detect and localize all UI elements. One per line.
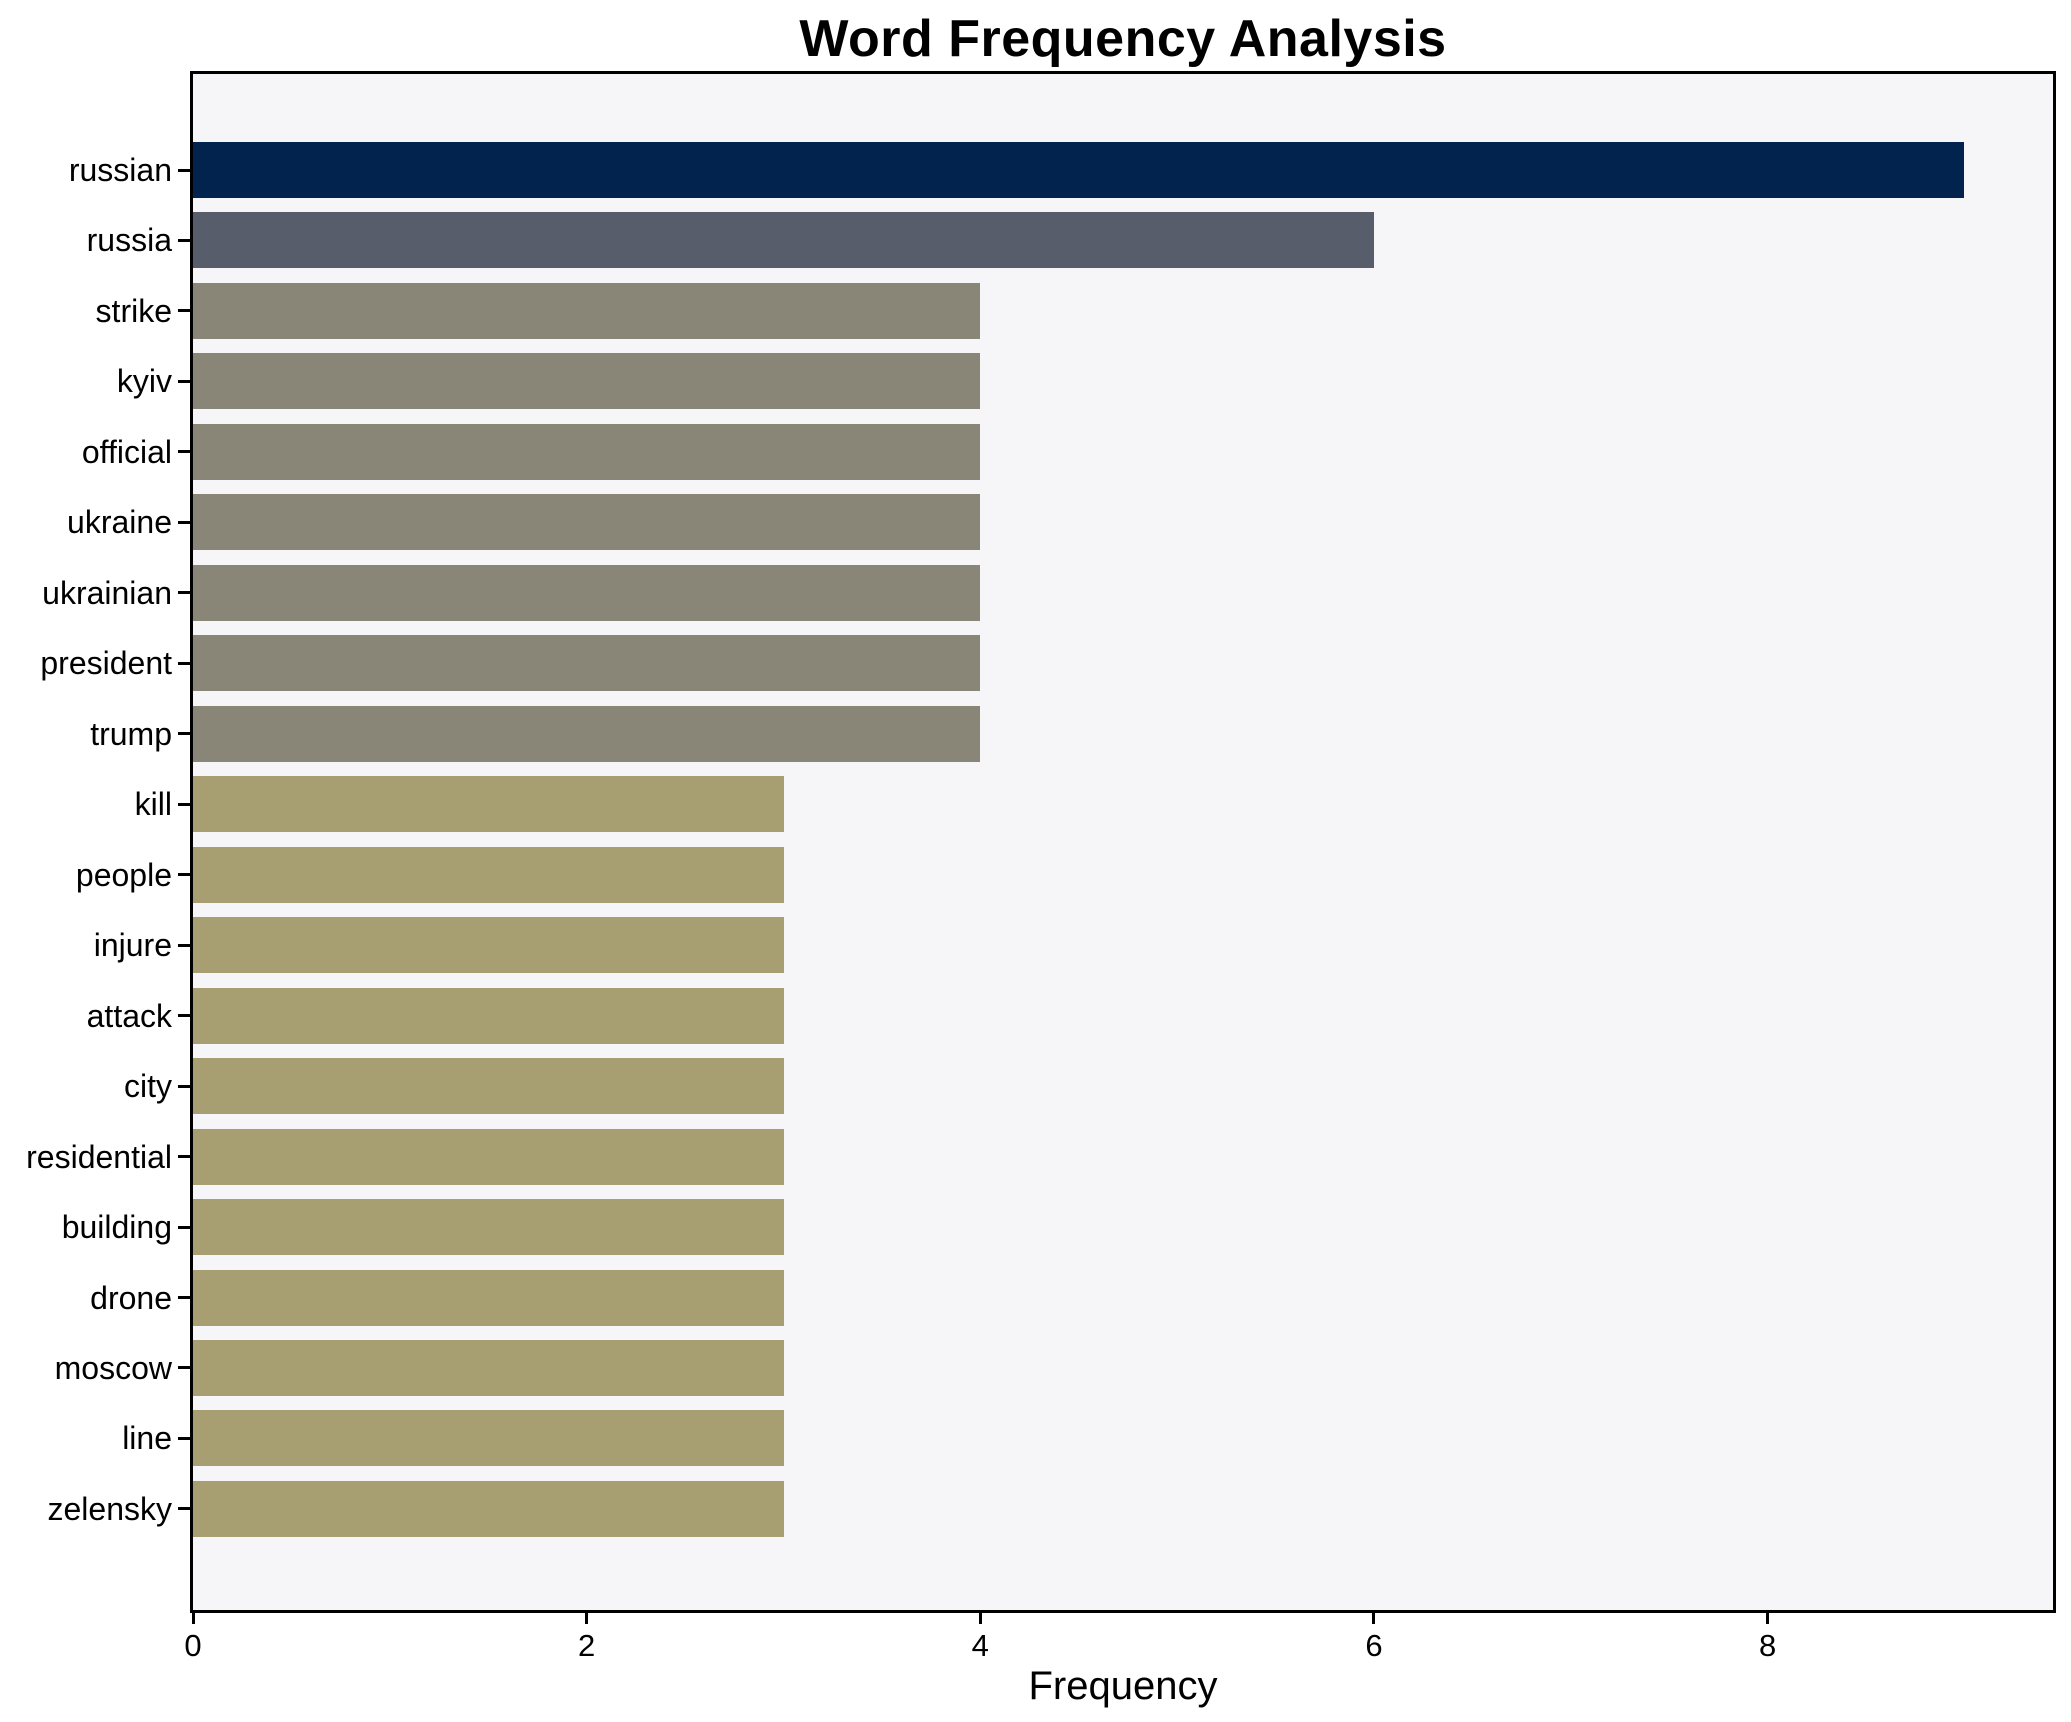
y-tick-label: moscow — [54, 1349, 172, 1386]
y-tick-mark — [178, 238, 190, 242]
y-tick-mark — [178, 591, 190, 595]
y-tick-label: russian — [68, 152, 172, 188]
y-tick-label: strike — [95, 292, 172, 329]
bar-injure — [193, 917, 784, 974]
y-tick-mark — [178, 1155, 190, 1159]
bar-official — [193, 423, 981, 480]
x-tick-label: 6 — [1365, 1628, 1383, 1663]
x-axis-label: Frequency — [1028, 1664, 1218, 1708]
chart-title: Word Frequency Analysis — [799, 10, 1447, 68]
y-tick-label: president — [40, 645, 172, 682]
bar-trump — [193, 705, 981, 762]
y-tick-mark — [178, 732, 190, 736]
x-tick-mark — [1372, 1613, 1376, 1624]
x-tick-mark — [1766, 1613, 1770, 1624]
y-tick-mark — [178, 379, 190, 383]
y-tick-mark — [178, 1366, 190, 1370]
bar-ukrainian — [193, 564, 981, 621]
bar-line — [193, 1410, 784, 1467]
bar-russia — [193, 212, 1374, 269]
x-tick-label: 4 — [971, 1628, 989, 1663]
y-tick-mark — [178, 1014, 190, 1018]
y-tick-mark — [178, 520, 190, 524]
bar-residential — [193, 1128, 784, 1185]
bar-moscow — [193, 1339, 784, 1396]
y-tick-mark — [178, 450, 190, 454]
y-tick-mark — [178, 309, 190, 313]
y-tick-label: line — [122, 1420, 172, 1457]
y-tick-mark — [178, 1225, 190, 1229]
bar-people — [193, 846, 784, 903]
y-tick-label: drone — [90, 1279, 172, 1316]
x-tick-label: 8 — [1758, 1628, 1777, 1663]
bar-building — [193, 1199, 784, 1256]
y-tick-label: attack — [86, 997, 172, 1034]
y-tick-label: building — [61, 1209, 172, 1246]
x-tick-mark — [191, 1613, 195, 1624]
y-tick-label: injure — [93, 927, 172, 964]
y-tick-label: kyiv — [116, 363, 172, 400]
x-tick-label: 0 — [184, 1628, 202, 1663]
y-tick-label: kill — [134, 786, 172, 823]
y-tick-label: zelensky — [47, 1490, 173, 1527]
bar-city — [193, 1058, 784, 1115]
bar-president — [193, 635, 981, 692]
y-tick-label: people — [75, 856, 172, 893]
y-tick-mark — [178, 1296, 190, 1300]
bar-russian — [193, 142, 1965, 198]
y-tick-mark — [178, 1084, 190, 1088]
y-tick-label: ukrainian — [42, 574, 172, 611]
y-tick-mark — [178, 802, 190, 806]
y-tick-mark — [178, 1507, 190, 1511]
y-tick-mark — [178, 873, 190, 877]
y-tick-label: official — [81, 433, 172, 470]
bar-ukraine — [193, 494, 981, 551]
y-tick-mark — [178, 943, 190, 947]
bar-attack — [193, 987, 784, 1044]
bar-zelensky — [193, 1480, 784, 1537]
y-tick-mark — [178, 1436, 190, 1440]
x-tick-mark — [978, 1613, 982, 1624]
bar-kill — [193, 776, 784, 833]
y-tick-label: ukraine — [67, 504, 172, 541]
bar-kyiv — [193, 353, 981, 410]
y-tick-label: city — [124, 1068, 172, 1105]
x-tick-label: 2 — [578, 1628, 596, 1663]
plot-area — [190, 71, 2056, 1613]
x-tick-mark — [585, 1613, 589, 1624]
y-tick-mark — [178, 661, 190, 665]
y-tick-label: russia — [86, 222, 172, 259]
y-tick-label: residential — [26, 1138, 172, 1175]
bar-drone — [193, 1269, 784, 1326]
bar-strike — [193, 282, 981, 339]
y-tick-mark — [178, 168, 190, 172]
y-tick-label: trump — [90, 715, 172, 752]
